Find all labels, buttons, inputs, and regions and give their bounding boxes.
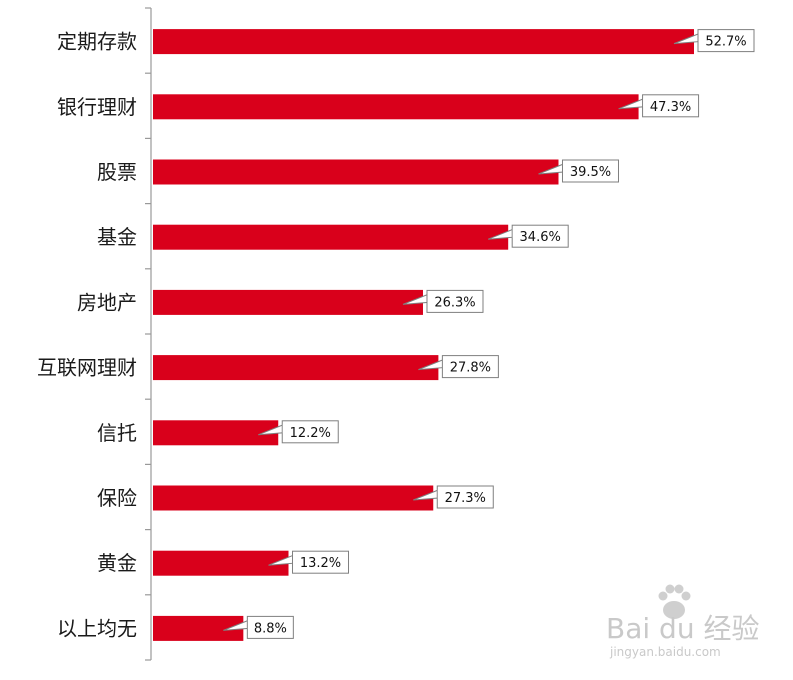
value-label: 34.6% [520, 230, 561, 245]
category-label: 保险 [97, 486, 137, 510]
category-label: 房地产 [77, 290, 137, 314]
callout-box [426, 289, 484, 313]
value-callouts: 52.7% 47.3% 39.5% 34.6% 26.3% 27.8% 12.2% 27.3%… [223, 29, 755, 639]
callout-seam [698, 33, 701, 43]
value-label: 47.3% [650, 100, 691, 115]
value-callout: 26.3% [402, 289, 484, 313]
bar [153, 29, 694, 55]
value-callout: 13.2% [268, 550, 350, 574]
value-callout: 27.8% [418, 355, 499, 379]
bar [153, 420, 279, 446]
category-label: 信托 [97, 421, 137, 445]
callout-box [281, 420, 339, 444]
value-callout: 27.3% [413, 485, 494, 509]
value-label: 52.7% [705, 35, 746, 50]
callout-box [436, 485, 494, 509]
value-callout: 12.2% [258, 420, 339, 444]
category-label: 以上均无 [57, 616, 137, 640]
value-label: 27.3% [445, 491, 486, 506]
callout-box [511, 224, 569, 248]
callout-seam [437, 489, 440, 499]
bar [153, 94, 639, 120]
callout-seam [512, 228, 515, 238]
bar [153, 224, 509, 250]
category-axis [145, 7, 152, 661]
callout-seam [442, 359, 445, 369]
value-callout: 8.8% [223, 615, 294, 639]
value-label: 39.5% [570, 165, 611, 180]
category-label: 股票 [97, 160, 137, 184]
paw-logo-icon [658, 584, 691, 619]
callout-seam [563, 163, 566, 173]
value-label: 8.8% [254, 621, 287, 636]
callout-seam [282, 424, 285, 434]
baidu-jingyan-watermark: Bai du 经验 jingyan.baidu.com [606, 584, 759, 659]
callout-box [697, 29, 755, 53]
callout-seam [427, 293, 430, 303]
bar [153, 485, 434, 511]
value-label: 26.3% [434, 295, 475, 310]
callout-box [292, 550, 350, 574]
callout-seam [247, 619, 250, 629]
callout-box [561, 159, 619, 183]
value-callout: 52.7% [673, 29, 755, 53]
bar [153, 289, 423, 315]
value-label: 27.8% [450, 361, 491, 376]
category-label: 基金 [97, 225, 137, 249]
category-label: 黄金 [97, 551, 137, 575]
callout-seam [293, 554, 296, 564]
callout-seam [643, 98, 646, 108]
value-callout: 39.5% [538, 159, 619, 183]
value-label: 13.2% [300, 556, 341, 571]
bars-group [153, 29, 694, 641]
bar [153, 159, 559, 185]
callout-box [642, 94, 700, 118]
watermark-brand: Bai du 经验 [606, 612, 759, 645]
value-callout: 34.6% [488, 224, 569, 248]
bar [153, 355, 439, 381]
value-callout: 47.3% [618, 94, 700, 118]
value-label: 12.2% [290, 426, 331, 441]
category-label: 互联网理财 [37, 356, 137, 380]
category-label: 银行理财 [57, 95, 137, 119]
watermark-url: jingyan.baidu.com [609, 645, 721, 659]
callout-box [441, 355, 499, 379]
bar [153, 550, 289, 576]
category-label: 定期存款 [57, 30, 137, 54]
callout-box [246, 615, 294, 639]
